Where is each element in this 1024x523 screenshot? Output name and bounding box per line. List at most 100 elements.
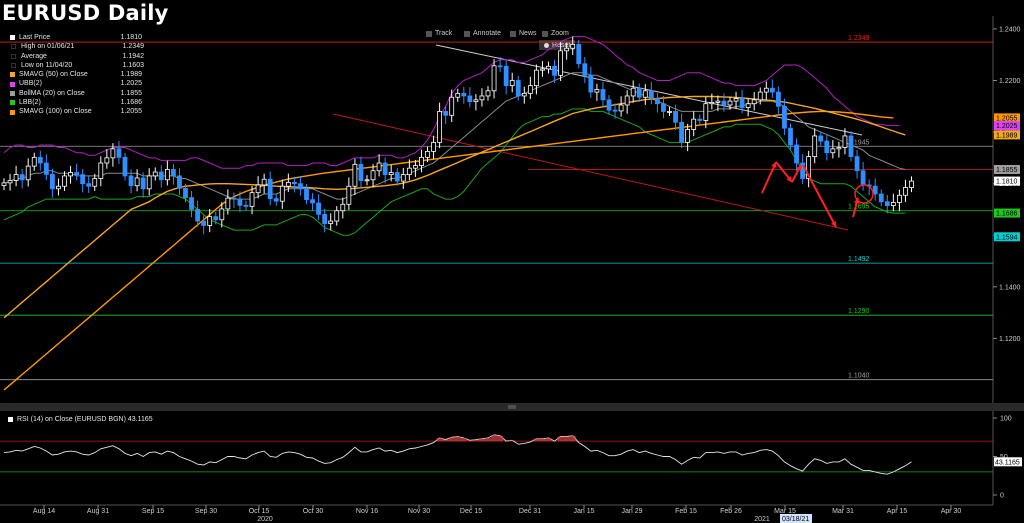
bull-candle <box>890 202 896 206</box>
lower-bollinger-line <box>3 108 906 236</box>
bull-candle <box>909 180 914 188</box>
annotation-arrow-up-2-head <box>795 165 802 171</box>
legend-swatch <box>10 35 15 41</box>
legend-item: SMAVG (50) on Close 1.1989 <box>10 70 144 79</box>
bear-candle <box>679 121 684 143</box>
bull-candle <box>334 210 340 222</box>
bull-candle <box>364 179 370 182</box>
bull-candle <box>564 47 570 52</box>
rsi-value-tag-label: 43.1165 <box>995 459 1020 466</box>
annotation-arrow-up-1 <box>761 161 777 194</box>
legend-item: High on 01/06/21 1.2349 <box>10 42 144 51</box>
bear-candle <box>769 87 775 93</box>
bull-candle <box>152 171 158 177</box>
legend-label: UBB(2) <box>19 80 42 88</box>
bull-candle <box>757 91 763 101</box>
axis-value-tag <box>994 130 1020 140</box>
axis-value-tag-label: 1.1686 <box>996 211 1018 218</box>
legend-label: SMAVG (50) on Close <box>19 71 88 79</box>
bull-candle <box>225 197 231 210</box>
bear-candle <box>824 140 830 154</box>
bull-candle <box>449 96 455 116</box>
bear-candle <box>122 156 128 177</box>
rsi-overbought-fill <box>448 437 455 442</box>
bull-candle <box>812 135 818 157</box>
panel-divider <box>0 403 1024 411</box>
bear-candle <box>582 63 588 76</box>
bull-candle <box>249 192 255 207</box>
bull-candle <box>25 165 31 181</box>
bear-candle <box>673 111 678 123</box>
bull-candle <box>527 85 533 94</box>
rsi-overbought-fill <box>478 438 485 442</box>
rsi-overbought-fill <box>509 440 516 442</box>
bear-candle <box>237 198 243 206</box>
bear-candle <box>697 118 703 121</box>
bull-candle <box>328 220 334 225</box>
bear-candle <box>648 90 654 99</box>
bull-candle <box>763 87 769 93</box>
legend-label: Last Price <box>19 34 51 41</box>
bear-candle <box>183 187 188 198</box>
bull-candle <box>540 68 545 71</box>
level-label: 1.1492 <box>848 256 870 263</box>
year-label: 2020 <box>257 516 273 523</box>
date-highlight-tag <box>780 514 812 523</box>
date-tick-label: Dec 15 <box>460 508 482 515</box>
bear-candle <box>884 201 890 206</box>
reset-icon <box>544 42 549 48</box>
legend-label: SMAVG (100) on Close <box>19 108 92 116</box>
bear-candle <box>243 204 249 207</box>
bear-candle <box>497 65 503 68</box>
legend-item: Last Price 1.1810 <box>10 33 144 42</box>
bull-candle <box>261 178 267 186</box>
bull-candle <box>98 162 104 179</box>
track-icon <box>426 30 432 37</box>
axis-value-tag-label: 1.2055 <box>996 115 1018 122</box>
bear-candle <box>201 220 207 226</box>
annotate-button[interactable]: Annotate <box>464 28 501 39</box>
bear-candle <box>636 87 642 98</box>
news-icon <box>510 30 516 37</box>
legend-label: BollMA (20) on Close <box>19 89 85 97</box>
legend-item: Average 1.1942 <box>10 52 144 61</box>
legend-swatch <box>11 63 16 69</box>
bull-candle <box>618 104 624 112</box>
bull-candle <box>685 129 691 143</box>
bear-candle <box>848 135 854 157</box>
legend-label: LBB(2) <box>19 99 41 107</box>
news-button[interactable]: News <box>510 28 537 39</box>
axis-value-tag <box>994 121 1020 131</box>
zoom-button[interactable]: Zoom <box>542 28 569 39</box>
legend-label: Low on 11/04/20 <box>21 61 73 69</box>
bear-candle <box>74 172 79 176</box>
bull-candle <box>534 69 539 87</box>
bull-candle <box>751 99 757 105</box>
bear-candle <box>576 43 582 65</box>
track-button[interactable]: Track <box>426 28 452 39</box>
date-tick-label: Jan 29 <box>621 508 642 515</box>
price-tick-label: 1.2200 <box>999 78 1021 85</box>
legend-swatch <box>10 90 15 96</box>
bull-candle <box>521 92 527 97</box>
date-tick-label: Nov 30 <box>408 508 430 515</box>
annotate-label: Annotate <box>473 30 502 37</box>
bull-candle <box>370 170 376 181</box>
legend-value: 1.1855 <box>120 89 142 97</box>
bull-candle <box>479 95 485 101</box>
axis-value-tag-label: 1.1810 <box>996 179 1018 186</box>
axis-value-tag-label: 1.2025 <box>996 123 1018 130</box>
rsi-overbought-fill <box>539 438 546 442</box>
legend-value: 1.1942 <box>122 52 144 60</box>
rsi-overbought-fill <box>460 438 467 442</box>
axis-value-tag-label: 1.1989 <box>996 132 1018 139</box>
bear-candle <box>177 175 182 189</box>
legend-swatch <box>11 44 16 50</box>
axis-value-tag-label: 1.1594 <box>996 234 1018 241</box>
bear-candle <box>231 197 237 200</box>
bear-candle <box>310 199 315 204</box>
rsi-overbought-fill <box>442 439 449 442</box>
bull-candle <box>255 184 261 194</box>
bull-candle <box>219 208 225 221</box>
